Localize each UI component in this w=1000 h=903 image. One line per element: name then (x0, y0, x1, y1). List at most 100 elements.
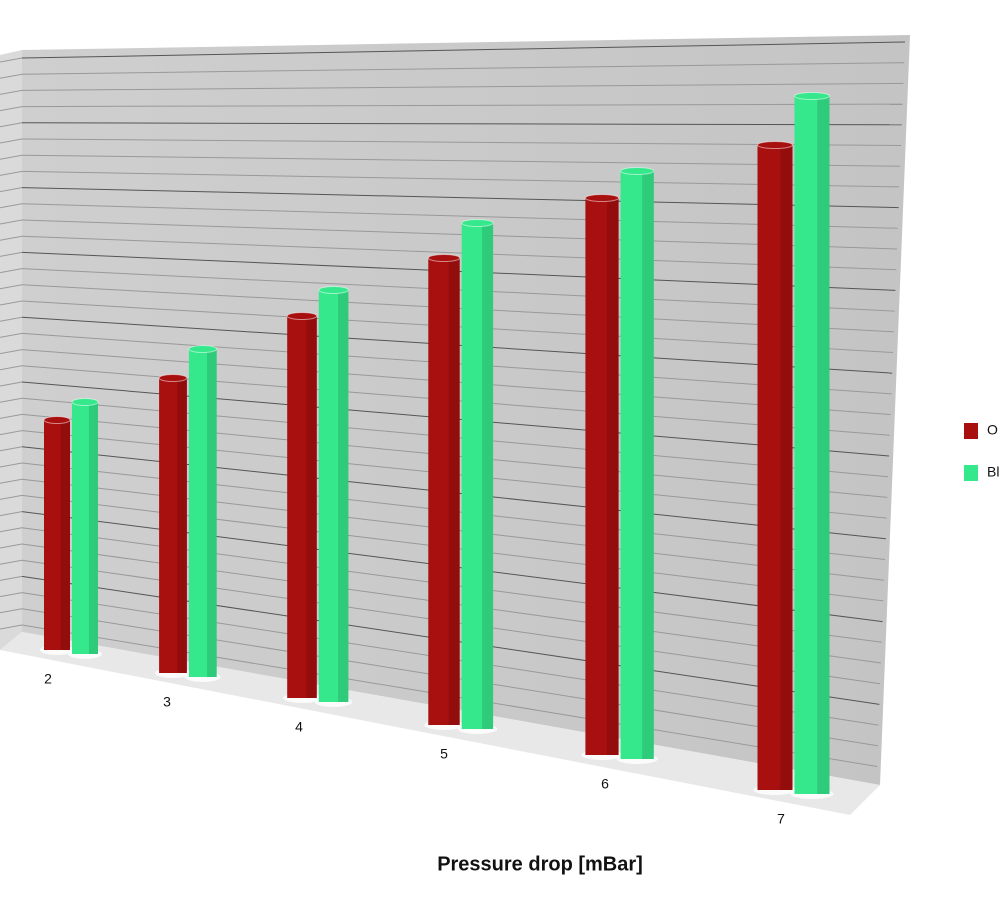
bar (616, 167, 658, 764)
wall-line (0, 203, 23, 209)
wall-line (0, 478, 23, 484)
wall-line (21, 122, 902, 126)
bar-shade (177, 378, 187, 673)
legend-label: O (987, 422, 998, 438)
wall-line (21, 187, 899, 209)
bar-top (620, 167, 655, 175)
bar-shade (448, 258, 460, 725)
bar-top (188, 345, 218, 353)
bar-body (794, 96, 830, 794)
wall-line (21, 235, 897, 271)
bar-top (794, 92, 830, 100)
wall-line (21, 41, 906, 59)
bar-body (620, 171, 654, 759)
wall-line (0, 592, 23, 598)
bar-body (428, 258, 460, 725)
wall-line (0, 106, 23, 112)
bar-shade (206, 349, 217, 677)
wall-line (0, 170, 23, 176)
bar-top (286, 312, 318, 320)
bar (790, 92, 834, 799)
bar-body (585, 198, 619, 755)
wall-line (0, 462, 23, 468)
wall-line (0, 608, 23, 614)
wall-line (0, 89, 23, 95)
x-axis-title: Pressure drop [mBar] (437, 853, 643, 875)
bar-body (72, 402, 98, 654)
wall-line (0, 559, 23, 565)
wall-line (0, 235, 23, 241)
wall-line (0, 122, 23, 128)
wall-line (21, 103, 903, 108)
wall-line (0, 251, 23, 257)
wall-line (0, 365, 23, 371)
bar-top (158, 374, 188, 382)
bar (581, 194, 623, 760)
bar (424, 254, 464, 730)
wall-line (0, 332, 23, 338)
x-tick-label: 6 (601, 776, 609, 792)
bar (68, 398, 102, 659)
wall-line (0, 624, 23, 630)
bar-shade (338, 290, 349, 702)
bar-shade (606, 198, 619, 755)
x-tick-label: 2 (44, 671, 52, 687)
wall-line (0, 413, 23, 419)
wall-line (21, 219, 898, 250)
wall-line (0, 57, 23, 63)
wall-line (0, 543, 23, 549)
bar-shade (60, 420, 70, 650)
wall-line (0, 349, 23, 355)
wall-line (21, 170, 900, 188)
bar-body (287, 316, 317, 698)
bar-top (43, 416, 71, 424)
wall-line (0, 268, 23, 274)
wall-line (0, 284, 23, 290)
wall-line (0, 187, 23, 193)
bar-shade (642, 171, 654, 759)
wall-line (0, 397, 23, 403)
bar-body (159, 378, 187, 673)
wall-line (21, 62, 905, 75)
bar (155, 374, 191, 678)
wall-line (0, 154, 23, 160)
bar-top (461, 219, 494, 227)
wall-line (21, 138, 902, 146)
bar-top (584, 194, 620, 202)
wall-line (21, 82, 904, 91)
wall-line (0, 73, 23, 79)
x-tick-label: 3 (163, 694, 171, 710)
wall-line (0, 446, 23, 452)
x-tick-label: 7 (777, 811, 785, 827)
bar-shade (817, 96, 830, 794)
wall-line (0, 381, 23, 387)
x-tick-label: 5 (440, 746, 448, 762)
wall-line (0, 300, 23, 306)
bar-shade (88, 402, 98, 654)
bar-shade (780, 145, 793, 790)
legend-swatch (964, 423, 978, 439)
bar-body (757, 145, 793, 790)
bar (753, 141, 797, 795)
wall-line (0, 316, 23, 322)
bar-top (71, 398, 99, 406)
bar-body (318, 290, 349, 702)
wall-line (0, 494, 23, 500)
wall-line (0, 575, 23, 581)
bar-shade (306, 316, 317, 698)
bar (40, 416, 74, 655)
legend-swatch (964, 465, 978, 481)
bar (457, 219, 498, 734)
bar-body (188, 349, 217, 677)
bar (184, 345, 221, 682)
bar-shade (482, 223, 494, 729)
wall-line (21, 154, 901, 167)
bar-top (318, 286, 349, 294)
bar (283, 312, 321, 703)
wall-line (0, 430, 23, 436)
legend-label: Bl (987, 464, 999, 480)
bar-top (427, 254, 461, 262)
wall-line (0, 527, 23, 533)
